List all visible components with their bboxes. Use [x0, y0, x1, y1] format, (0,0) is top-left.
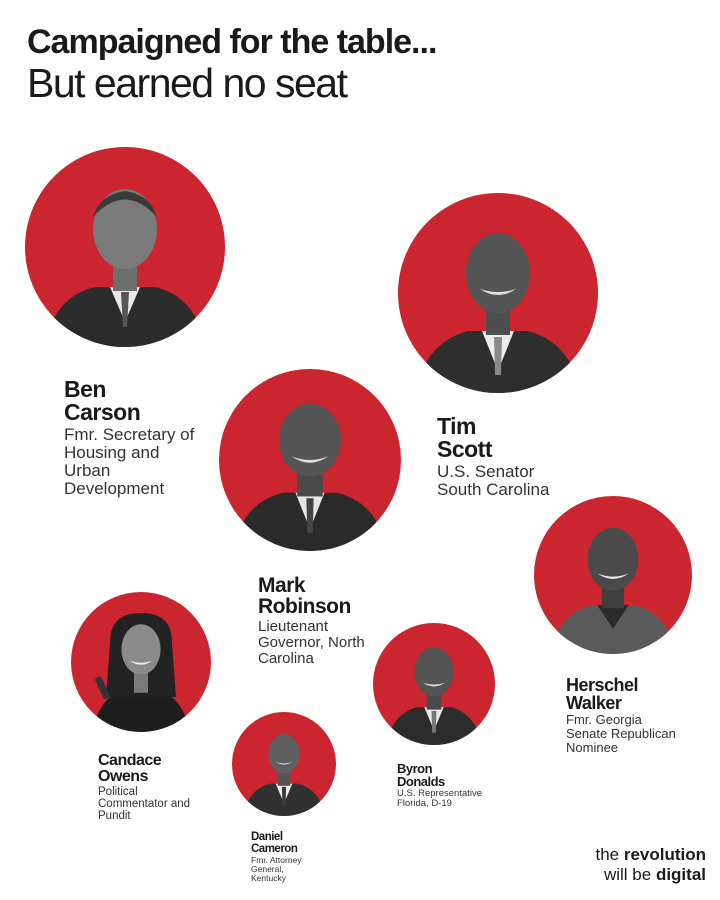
person-card-mark-robinson: Mark Robinson Lieutenant Governor, North…: [258, 575, 438, 667]
first-name: Herschel: [566, 675, 639, 695]
last-name: Walker: [566, 693, 622, 713]
person-name: Herschel Walker: [566, 676, 716, 712]
person-card-ben-carson: Ben Carson Fmr. Secretary of Housing and…: [64, 378, 244, 498]
portrait-byron-donalds: [373, 623, 495, 745]
brand-text-bold: revolution: [623, 845, 706, 864]
person-role: U.S. Representative Florida, D-19: [397, 788, 483, 809]
person-role: U.S. Senator South Carolina: [437, 462, 550, 499]
person-name: Byron Donalds: [397, 762, 527, 788]
person-role: Lieutenant Governor, North Carolina: [258, 618, 365, 667]
last-name: Owens: [98, 768, 148, 785]
person-card-daniel-cameron: Daniel Cameron Fmr. Attorney General, Ke…: [251, 831, 361, 883]
person-card-tim-scott: Tim Scott U.S. Senator South Carolina: [437, 415, 617, 499]
page-subtitle: But earned no seat: [27, 60, 348, 106]
last-name: Carson: [64, 399, 141, 425]
first-name: Byron: [397, 761, 433, 776]
portrait-candace-owens: [71, 592, 211, 732]
last-name: Robinson: [258, 595, 351, 618]
person-name: Candace Owens: [98, 753, 238, 785]
first-name: Candace: [98, 752, 162, 769]
portrait-ben-carson: [25, 147, 225, 347]
portrait-mark-robinson: [219, 369, 401, 551]
person-card-byron-donalds: Byron Donalds U.S. Representative Florid…: [397, 762, 527, 809]
person-name: Ben Carson: [64, 378, 244, 424]
last-name: Donalds: [397, 774, 445, 789]
first-name: Ben: [64, 376, 106, 402]
person-role: Fmr. Attorney General, Kentucky: [251, 855, 302, 883]
person-silhouette-icon: [92, 613, 190, 732]
last-name: Scott: [437, 436, 493, 462]
last-name: Cameron: [251, 842, 298, 855]
brand-text: the: [595, 845, 624, 864]
person-name: Daniel Cameron: [251, 831, 361, 855]
person-card-herschel-walker: Herschel Walker Fmr. Georgia Senate Repu…: [566, 676, 716, 755]
person-name: Mark Robinson: [258, 575, 438, 617]
person-name: Tim Scott: [437, 415, 617, 461]
person-silhouette-icon: [416, 233, 580, 393]
person-silhouette-icon: [243, 733, 325, 816]
person-card-candace-owens: Candace Owens Political Commentator and …: [98, 753, 238, 823]
person-role: Fmr. Secretary of Housing and Urban Deve…: [64, 425, 195, 498]
person-silhouette-icon: [45, 189, 205, 347]
portrait-daniel-cameron: [232, 712, 336, 816]
person-role: Political Commentator and Pundit: [98, 786, 191, 822]
person-silhouette-icon: [233, 403, 387, 551]
brand-text: will be: [603, 865, 656, 884]
portrait-herschel-walker: [534, 496, 692, 654]
portrait-tim-scott: [398, 193, 598, 393]
person-silhouette-icon: [549, 527, 677, 654]
first-name: Mark: [258, 574, 306, 597]
page-title: Campaigned for the table...: [27, 23, 437, 61]
first-name: Tim: [437, 413, 476, 439]
person-role: Fmr. Georgia Senate Republican Nominee: [566, 712, 676, 755]
brand-text-bold: digital: [655, 865, 706, 884]
person-silhouette-icon: [386, 647, 482, 745]
first-name: Daniel: [251, 831, 283, 843]
brand-logo: the revolution will be digital: [595, 845, 706, 885]
